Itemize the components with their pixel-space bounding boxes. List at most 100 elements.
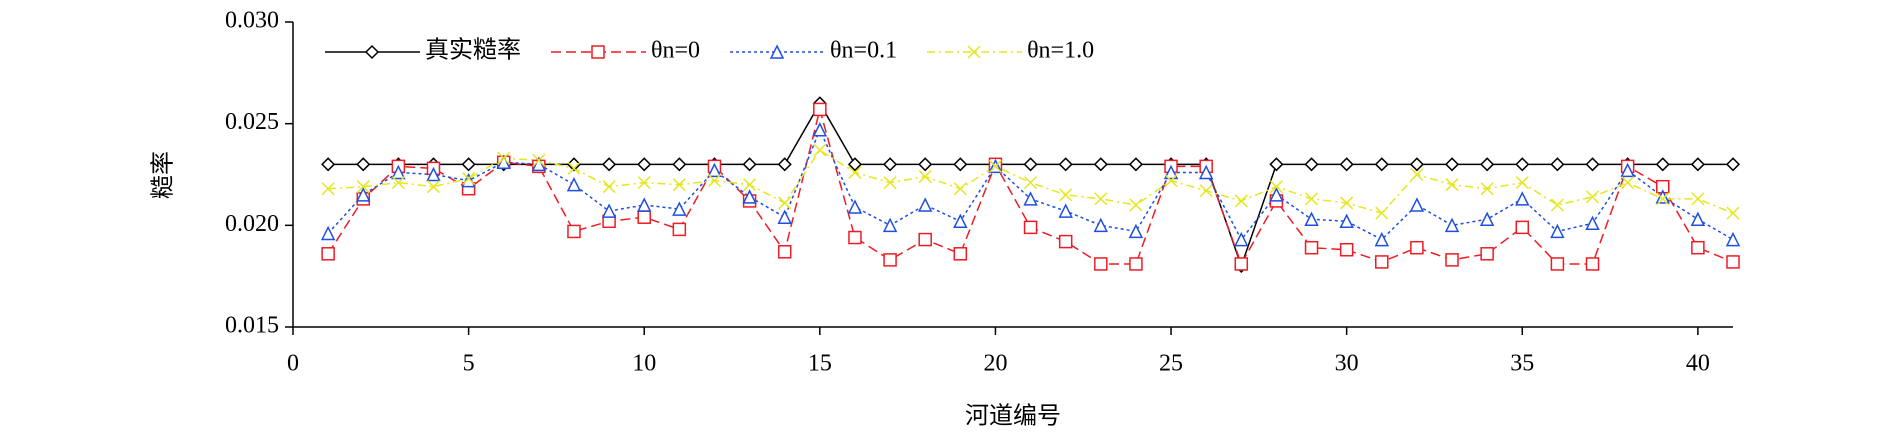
legend-item: 真实糙率 [325,37,521,64]
marker [1515,157,1530,172]
marker [1234,231,1249,247]
marker [566,157,582,172]
marker [1445,253,1459,267]
marker [567,224,581,239]
marker [777,157,792,172]
marker [1444,157,1460,172]
marker [321,182,335,196]
marker [1128,157,1143,172]
marker [1726,255,1740,269]
marker [812,122,828,137]
marker [1725,157,1741,172]
marker [497,151,511,165]
marker [882,217,898,233]
marker [637,176,651,190]
marker [1128,223,1144,239]
marker [1058,203,1073,218]
marker [321,157,336,172]
x-tick-label: 25 [1159,351,1183,377]
marker [1129,257,1143,271]
marker [967,45,981,59]
marker [602,180,616,194]
marker [777,209,792,224]
marker [1655,157,1670,172]
marker [1023,220,1038,235]
marker [953,247,968,261]
marker [1410,240,1424,255]
marker [1023,157,1038,172]
x-tick-label: 30 [1335,351,1359,377]
marker [637,157,652,172]
marker [1726,206,1740,220]
marker [321,247,335,261]
legend-item: θn=0 [551,38,700,64]
x-tick-label: 35 [1510,351,1534,377]
marker [426,180,441,194]
marker [531,156,547,172]
marker [1620,162,1635,178]
marker [1691,192,1705,206]
marker [1129,198,1143,212]
marker [1094,192,1108,206]
marker [1621,176,1635,190]
marker [988,159,1002,173]
marker [1024,176,1038,190]
marker [1550,257,1565,271]
legend-label: 真实糙率 [425,37,521,64]
marker [1163,164,1179,180]
marker [1480,247,1494,261]
marker [601,203,617,218]
y-tick-label: 0.020 [225,211,279,237]
marker [1339,242,1354,257]
marker [672,201,687,216]
x-tick-label: 40 [1686,351,1710,377]
marker [391,176,405,190]
marker [1585,190,1600,204]
marker [356,180,370,194]
marker [1269,187,1284,202]
marker [567,161,581,175]
marker [1550,223,1565,239]
marker [918,157,933,172]
marker [953,213,968,229]
marker [1725,231,1741,247]
marker [918,170,932,184]
legend-label: θn=0.1 [830,38,897,64]
marker [672,222,687,237]
marker [1304,240,1319,255]
series-line [328,101,1733,269]
marker [1269,157,1284,172]
marker [1058,157,1073,172]
marker [637,210,651,224]
marker [1339,157,1354,172]
marker [1585,157,1600,172]
marker [1515,191,1530,206]
marker [707,162,722,178]
marker [591,45,605,59]
marker [778,196,792,210]
marker [1059,188,1073,202]
marker [1164,174,1178,188]
marker [1515,176,1529,190]
legend-label: θn=1.0 [1027,38,1094,64]
marker [1690,211,1706,226]
marker [847,199,863,214]
marker [1340,196,1354,210]
marker [1375,255,1389,269]
marker [1093,157,1108,172]
legend-item: θn=1.0 [927,38,1094,64]
marker [1234,257,1249,271]
marker [917,197,933,212]
x-tick-label: 20 [983,351,1007,377]
marker [1198,164,1214,180]
series-line [327,106,1734,266]
marker [1375,206,1389,220]
y-tick-label: 0.015 [225,313,279,339]
marker [320,225,336,241]
marker [356,157,371,172]
marker [566,176,582,192]
marker [1269,180,1283,194]
marker [1585,257,1600,271]
